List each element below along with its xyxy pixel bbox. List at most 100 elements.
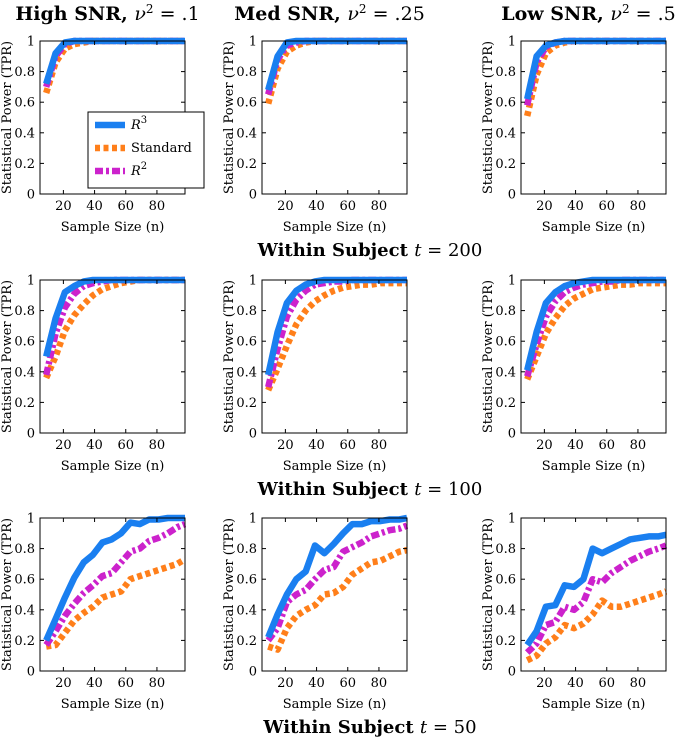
x-tick-label: 40 — [567, 199, 584, 214]
series-group — [43, 514, 186, 650]
column-title-prefix: Med SNR, — [234, 3, 347, 25]
x-tick-label: 80 — [371, 676, 388, 691]
y-tick-label: 0 — [249, 665, 257, 680]
y-tick-label: 0.4 — [236, 365, 257, 380]
y-tick-label: 0.4 — [14, 126, 35, 141]
legend-label-text: R — [130, 118, 141, 133]
plot-frame — [261, 517, 408, 672]
x-axis-label: Sample Size (n) — [61, 220, 165, 235]
plot-frame — [520, 279, 667, 434]
y-tick-label: 0.4 — [14, 603, 35, 618]
y-tick-label: 0.4 — [236, 126, 257, 141]
x-tick-label: 40 — [308, 676, 325, 691]
y-axis-label: Statistical Power (TPR) — [222, 41, 237, 194]
y-tick-label: 0.8 — [236, 304, 257, 319]
y-tick-label: 1 — [27, 512, 35, 527]
y-tick-label: 0.8 — [236, 542, 257, 557]
row-title-var: t — [414, 240, 422, 261]
y-tick-label: 0.8 — [236, 65, 257, 80]
series-line-dashed — [45, 556, 186, 650]
y-tick-label: 0.8 — [495, 65, 516, 80]
x-tick-label: 20 — [277, 676, 294, 691]
y-tick-label: 1 — [27, 274, 35, 289]
row-title-suffix: = 200 — [421, 240, 482, 261]
x-tick-label: 40 — [86, 676, 103, 691]
chart-panel: 0 0.2 0.4 0.6 0.8 1 20 40 60 80 Sample Size (n) Sta… — [0, 274, 186, 474]
legend-label: Standard — [131, 141, 192, 156]
y-tick-label: 1 — [508, 274, 516, 289]
x-tick-label: 20 — [277, 438, 294, 453]
y-axis-label: Statistical Power (TPR) — [481, 41, 496, 194]
x-axis-label: Sample Size (n) — [61, 459, 165, 474]
y-tick-label: 0.2 — [495, 157, 516, 172]
row-title-text: Within Subject — [257, 240, 415, 261]
chart-panel: 0 0.2 0.4 0.6 0.8 1 20 40 60 80 Sample Size (n) Sta… — [222, 35, 408, 235]
column-title-var: ν — [134, 3, 146, 25]
series-line-dashed — [265, 279, 407, 392]
y-tick-label: 0.4 — [495, 603, 516, 618]
column-title: High SNR, ν2 = .1 — [15, 2, 199, 25]
column-title-sup: 2 — [146, 2, 154, 16]
x-axis-label: Sample Size (n) — [61, 697, 165, 712]
x-tick-label: 80 — [371, 199, 388, 214]
y-tick-label: 0.6 — [236, 96, 257, 111]
x-tick-label: 40 — [86, 199, 103, 214]
series-line-dashed — [43, 276, 185, 380]
x-tick-label: 40 — [308, 199, 325, 214]
y-tick-label: 0.2 — [236, 634, 257, 649]
plot-frame — [261, 279, 408, 434]
y-tick-label: 0.6 — [14, 573, 35, 588]
y-tick-label: 0 — [508, 665, 516, 680]
y-tick-label: 0 — [27, 665, 35, 680]
x-tick-label: 60 — [339, 676, 356, 691]
series-line-dashed — [525, 588, 667, 664]
y-tick-label: 0.4 — [495, 365, 516, 380]
x-tick-label: 20 — [536, 676, 553, 691]
y-tick-label: 0.6 — [495, 335, 516, 350]
row-title-suffix: = 100 — [421, 479, 482, 500]
y-tick-label: 0.4 — [495, 126, 516, 141]
y-tick-label: 1 — [508, 35, 516, 50]
x-tick-label: 60 — [598, 438, 615, 453]
plot-frame — [39, 279, 186, 434]
column-title-prefix: Low SNR, — [501, 3, 610, 25]
y-tick-label: 0.8 — [14, 304, 35, 319]
y-tick-label: 0.4 — [236, 603, 257, 618]
column-title-var: ν — [347, 3, 359, 25]
chart-panel: 0 0.2 0.4 0.6 0.8 1 20 40 60 80 Sample Size (n) Sta… — [481, 274, 667, 474]
chart-panel: 0 0.2 0.4 0.6 0.8 1 20 40 60 80 Sample Size (n) Sta… — [0, 512, 186, 712]
legend-label-sup: 2 — [141, 161, 147, 172]
series-line-solid — [524, 531, 667, 647]
y-tick-label: 0 — [249, 427, 257, 442]
y-tick-label: 0.6 — [236, 335, 257, 350]
x-tick-label: 60 — [339, 199, 356, 214]
y-tick-label: 0.6 — [495, 573, 516, 588]
row-title-text: Within Subject — [257, 479, 415, 500]
y-tick-label: 0.2 — [236, 396, 257, 411]
y-tick-label: 0.4 — [14, 365, 35, 380]
row-title-text: Within Subject — [262, 717, 420, 738]
y-tick-label: 0.6 — [14, 335, 35, 350]
column-title: Low SNR, ν2 = .5 — [501, 2, 675, 25]
y-tick-label: 0.6 — [236, 573, 257, 588]
y-tick-label: 1 — [249, 274, 257, 289]
x-tick-label: 80 — [149, 438, 166, 453]
y-tick-label: 1 — [508, 512, 516, 527]
plot-frame — [520, 517, 667, 672]
x-tick-label: 20 — [55, 199, 72, 214]
x-tick-label: 20 — [55, 438, 72, 453]
plot-area — [521, 518, 666, 671]
row-title: Within Subject t = 200 — [257, 240, 483, 261]
series-line-solid — [265, 514, 408, 639]
x-tick-label: 60 — [598, 676, 615, 691]
column-title-var: ν — [610, 3, 622, 25]
column-title-sup: 2 — [359, 2, 367, 16]
x-tick-label: 20 — [277, 199, 294, 214]
legend-label-sup: 3 — [141, 115, 147, 126]
x-tick-label: 40 — [86, 438, 103, 453]
x-tick-label: 80 — [630, 438, 647, 453]
y-tick-label: 0.8 — [495, 542, 516, 557]
y-axis-label: Statistical Power (TPR) — [0, 41, 15, 194]
